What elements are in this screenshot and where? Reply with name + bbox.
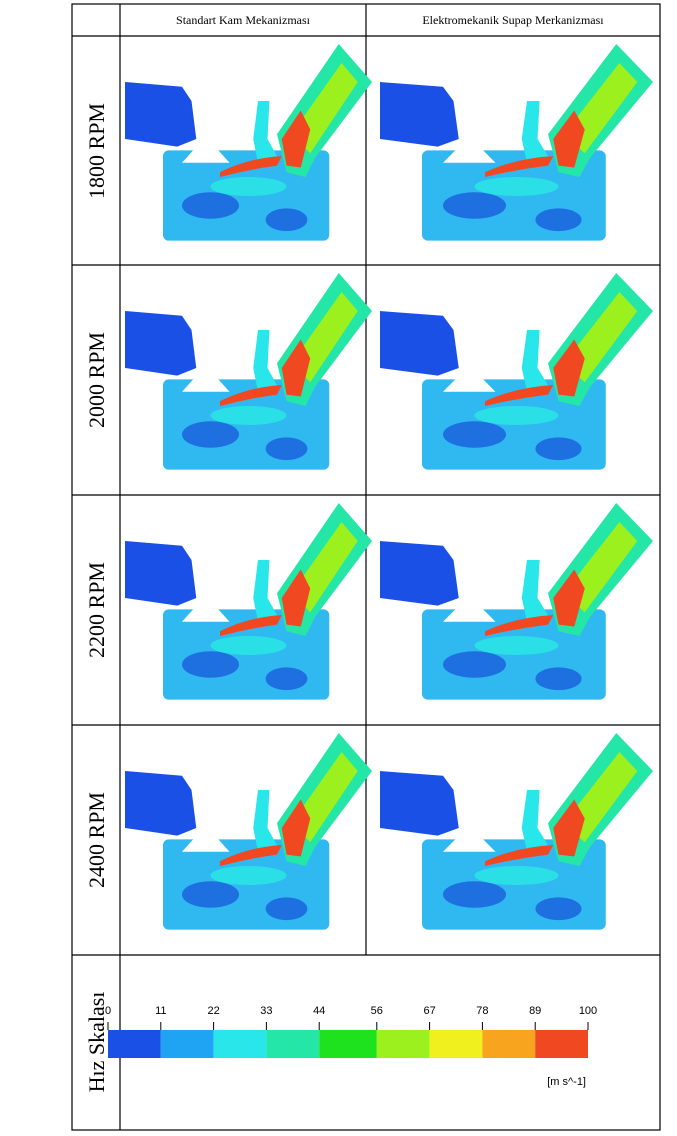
scale-segment xyxy=(214,1030,267,1058)
scale-segment xyxy=(377,1030,430,1058)
cfd-image xyxy=(125,44,372,241)
cfd-image xyxy=(380,503,653,700)
scale-segment xyxy=(319,1030,377,1058)
scale-tick-label: 78 xyxy=(476,1005,488,1017)
column-header: Elektromekanik Supap Merkanizması xyxy=(422,13,604,27)
scale-segment xyxy=(108,1030,161,1058)
cfd-image xyxy=(125,273,372,470)
scale-tick-label: 22 xyxy=(207,1005,219,1017)
scale-tick-label: 56 xyxy=(371,1005,383,1017)
scale-segment xyxy=(535,1030,588,1058)
row-label: 2000 RPM xyxy=(84,332,109,428)
page: Standart Kam Mekanizması Elektromekanik … xyxy=(0,0,677,1136)
rows: 1800 RPM 2000 RPM 2200 RPM 2400 RPM xyxy=(84,44,653,930)
scale-tick-label: 11 xyxy=(155,1005,166,1017)
scale-tick-label: 100 xyxy=(579,1005,597,1017)
scale-tick-label: 0 xyxy=(105,1005,111,1017)
column-header: Standart Kam Mekanizması xyxy=(176,13,311,27)
cfd-image xyxy=(380,44,653,241)
scale-unit: [m s^-1] xyxy=(547,1076,586,1088)
cfd-image xyxy=(380,273,653,470)
scale-segment xyxy=(266,1030,319,1058)
cfd-image xyxy=(125,733,372,930)
scale-segment xyxy=(161,1030,214,1058)
scale-segment xyxy=(482,1030,535,1058)
scale-tick-label: 33 xyxy=(260,1005,272,1017)
scale-tick-label: 89 xyxy=(529,1005,541,1017)
row-label: 2400 RPM xyxy=(84,792,109,888)
cfd-image xyxy=(125,503,372,700)
scale-tick-label: 44 xyxy=(313,1005,325,1017)
row-label: 1800 RPM xyxy=(84,103,109,199)
row-label: 2200 RPM xyxy=(84,562,109,658)
scale-tick-label: 67 xyxy=(423,1005,435,1017)
cfd-image xyxy=(380,733,653,930)
scale-segment xyxy=(430,1030,483,1058)
